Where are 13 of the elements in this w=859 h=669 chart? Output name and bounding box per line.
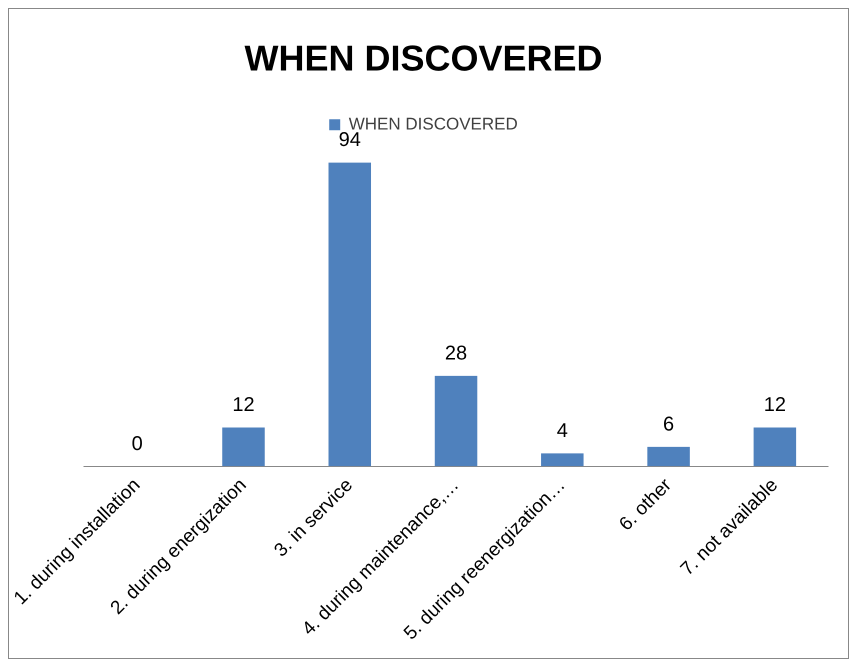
data-label: 4 [556, 420, 568, 442]
data-label: 28 [444, 342, 468, 364]
bar [222, 428, 265, 466]
bar [647, 446, 690, 466]
chart-title: WHEN DISCOVERED [244, 38, 603, 79]
bar [754, 428, 796, 466]
data-label: 6 [663, 413, 674, 436]
bar [434, 376, 478, 466]
data-label: 0 [132, 432, 143, 455]
bar [328, 162, 372, 466]
bar [541, 453, 584, 466]
data-label: 12 [764, 394, 786, 416]
data-label: 12 [232, 394, 255, 416]
